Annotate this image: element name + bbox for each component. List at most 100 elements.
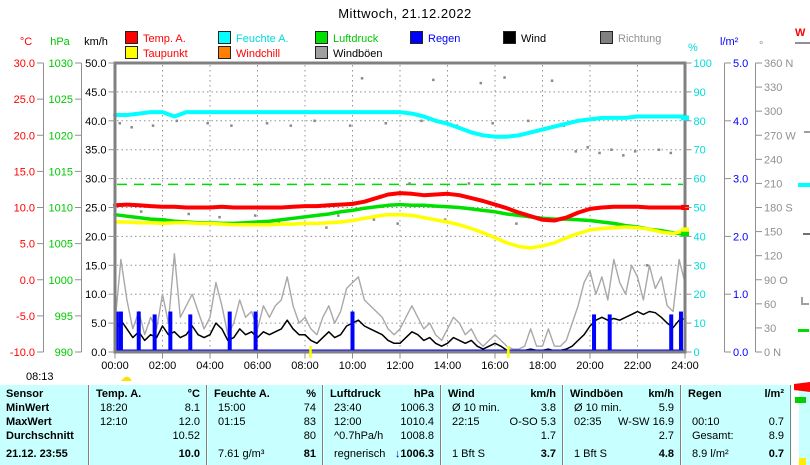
axis-text: 0.0 — [91, 347, 106, 359]
table-value: 2.7 — [658, 430, 674, 442]
table-value: 8.1 — [184, 402, 200, 414]
direction-dot — [550, 79, 554, 82]
legend-item-richtung: Richtung — [600, 31, 661, 45]
table-group-unit: hPa — [413, 388, 434, 400]
legend-item-taupunkt: Taupunkt — [125, 46, 188, 60]
table-group-name: Temp. A. — [96, 388, 142, 400]
axis-text: % — [688, 42, 698, 54]
series-wind — [114, 310, 686, 352]
rain-bar — [118, 311, 123, 351]
table-value-time: 00:10 — [692, 416, 720, 428]
axis-text: 4.0 — [733, 116, 748, 128]
rain-bar — [152, 314, 157, 351]
direction-dot — [265, 122, 269, 125]
axis-text: 120 — [764, 251, 782, 263]
direction-dot — [139, 210, 143, 213]
axis-text: l/m² — [720, 36, 739, 48]
table-value: 0.7 — [768, 448, 784, 460]
axis-text: 40 — [694, 231, 706, 243]
table-value: 12.0 — [178, 416, 200, 428]
axis-text: 30 — [694, 260, 706, 272]
direction-dot — [467, 182, 471, 185]
legend-swatch-icon — [218, 31, 231, 44]
current-value-marker — [681, 231, 689, 237]
axis-text: 1030 — [49, 58, 73, 70]
table-value: 10.0 — [178, 448, 200, 460]
table-value-time: 02:35 — [574, 416, 602, 428]
direction-dot — [491, 122, 494, 125]
table-value: 10.52 — [172, 430, 200, 442]
clipped-fragment — [798, 329, 809, 332]
weather-chart: °C 30.0 25.0 20.0 15.0 10.0 5.0 0.0 -5.0 -10.0 hPa… — [10, 36, 796, 372]
axis-text: ° — [759, 40, 763, 52]
axis-text: 270 W — [764, 130, 796, 142]
axis-text: °C — [20, 36, 32, 48]
direction-dot — [443, 218, 447, 221]
table-value: ↓1006.3 — [394, 448, 434, 460]
table-separator — [322, 385, 324, 465]
table-value: 80 — [303, 430, 316, 442]
direction-dot — [645, 264, 649, 267]
table-value: 3.8 — [540, 402, 556, 414]
clipped-fragment — [795, 397, 806, 403]
direction-dot — [396, 222, 399, 225]
table-value-time: 8.9 l/m² — [692, 448, 729, 460]
direction-dot — [230, 124, 233, 127]
axis-text: 20 — [694, 289, 706, 301]
axis-text: 60 — [764, 299, 776, 311]
direction-dot — [598, 151, 601, 155]
direction-dot — [313, 119, 316, 123]
direction-dot — [657, 148, 661, 151]
series-feuchte — [113, 110, 687, 139]
direction-dot — [277, 220, 281, 224]
axis-text: 40.0 — [85, 116, 106, 128]
clipped-fragment — [799, 458, 806, 465]
legend-swatch-icon — [503, 31, 516, 44]
table-value: 83 — [303, 416, 316, 428]
axis-text: 330 — [764, 82, 782, 94]
sun-mark — [507, 346, 510, 358]
axis-text: 1015 — [49, 166, 73, 178]
table-value-time: 18:20 — [100, 402, 128, 414]
sun-mark — [309, 346, 312, 358]
axis-text: 25.0 — [14, 94, 35, 106]
table-value: 0.7 — [768, 416, 784, 428]
page-title: Mittwoch, 21.12.2022 — [338, 6, 472, 21]
axis-text: 60 — [694, 174, 706, 186]
direction-dot — [610, 148, 613, 151]
axis-text: 35.0 — [85, 145, 106, 157]
direction-dot — [527, 119, 530, 123]
table-group-unit: l/m² — [764, 388, 784, 400]
direction-dot — [408, 182, 411, 185]
table-row-label: MaxWert — [6, 416, 52, 428]
direction-dot — [325, 226, 328, 229]
axis-text: 5.0 — [91, 318, 106, 330]
table-separator — [206, 385, 208, 465]
clipped-fragment — [803, 233, 810, 235]
axis-text: 10.0 — [14, 203, 35, 215]
axis-text: 100 — [694, 58, 712, 70]
axis-text: 1025 — [49, 94, 73, 106]
axis-text: 24:00 — [671, 360, 699, 372]
table-group-name: Luftdruck — [330, 388, 381, 400]
direction-dot — [206, 122, 209, 125]
clipped-fragment — [798, 183, 810, 187]
table-separator — [562, 385, 564, 465]
legend-item-feuchte-a-: Feuchte A. — [218, 31, 289, 45]
axis-text: 50.0 — [85, 58, 106, 70]
legend-swatch-icon — [600, 31, 613, 44]
legend-label: Taupunkt — [143, 48, 188, 60]
axis-text: 50 — [694, 203, 706, 215]
direction-dot — [360, 77, 364, 80]
table-value-time: ^0.7hPa/h — [334, 430, 384, 442]
table-separator — [680, 385, 682, 465]
table-value-time: 1 Bft S — [574, 448, 608, 460]
axis-text: 1005 — [49, 239, 73, 251]
sunrise-time: 08:13 — [26, 371, 54, 383]
rain-bar — [678, 311, 683, 351]
direction-dot — [348, 124, 352, 127]
legend-label: Windböen — [333, 48, 383, 60]
legend-swatch-icon — [125, 31, 138, 44]
legend-swatch-icon — [218, 46, 231, 59]
legend-label: Windchill — [236, 48, 281, 60]
